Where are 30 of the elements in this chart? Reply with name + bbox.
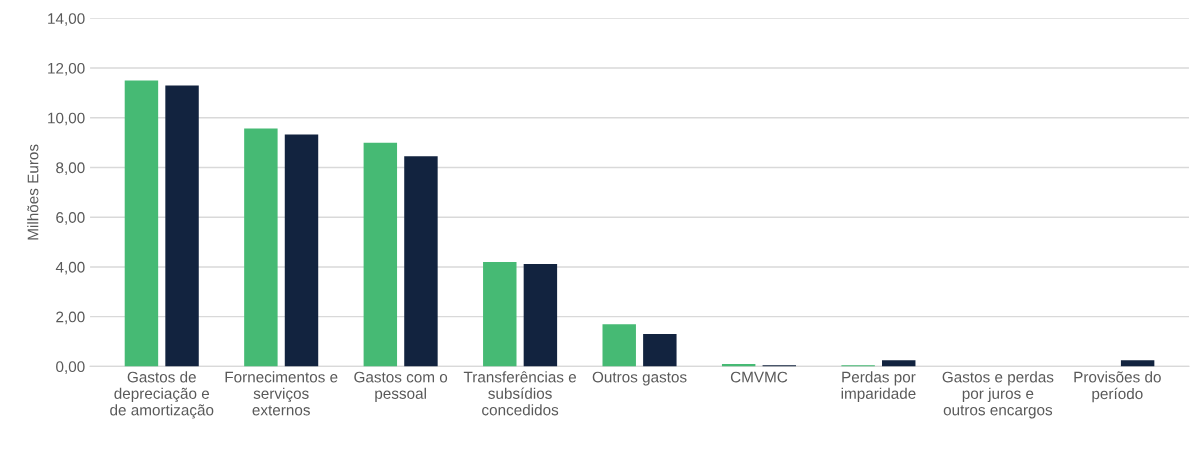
- y-tick-label: 10,00: [48, 112, 85, 126]
- x-tick-label: Gastos e perdas por juros e outros encargos: [942, 371, 1054, 419]
- bar: [523, 263, 558, 367]
- bar: [244, 128, 278, 367]
- y-tick-label: 2,00: [56, 311, 85, 325]
- bar: [602, 324, 636, 367]
- bar: [1120, 360, 1155, 367]
- bar: [284, 134, 319, 367]
- x-tick-label: Gastos com o pessoal: [354, 371, 448, 402]
- y-tick-label: 4,00: [55, 261, 85, 275]
- x-tick-label: Provisões do período: [1074, 371, 1161, 403]
- bar: [404, 156, 438, 367]
- y-tick-label: 14,00: [48, 13, 85, 26]
- bar: [124, 80, 159, 367]
- bar: [643, 334, 677, 367]
- x-tick-label: Perdas por imparidade: [841, 371, 916, 402]
- x-tick-label: Outros gastos: [592, 371, 687, 386]
- bar: [882, 360, 916, 367]
- x-tick-label: Gastos de depreciação e de amortização: [110, 371, 214, 419]
- bar: [483, 261, 517, 367]
- y-tick-label: 0,00: [56, 361, 85, 374]
- x-tick-label: Transferências e subsídios concedidos: [463, 371, 577, 416]
- bar: [165, 85, 199, 367]
- y-tick-label: 8,00: [56, 162, 85, 175]
- x-tick-label: Fornecimentos e serviços externos: [225, 371, 338, 416]
- y-tick-label: 6,00: [56, 212, 85, 225]
- y-tick-label: 12,00: [48, 62, 85, 76]
- y-axis-title: Milhões Euros: [27, 144, 39, 240]
- x-tick-label: CMVMC: [730, 371, 788, 383]
- bar: [363, 142, 398, 367]
